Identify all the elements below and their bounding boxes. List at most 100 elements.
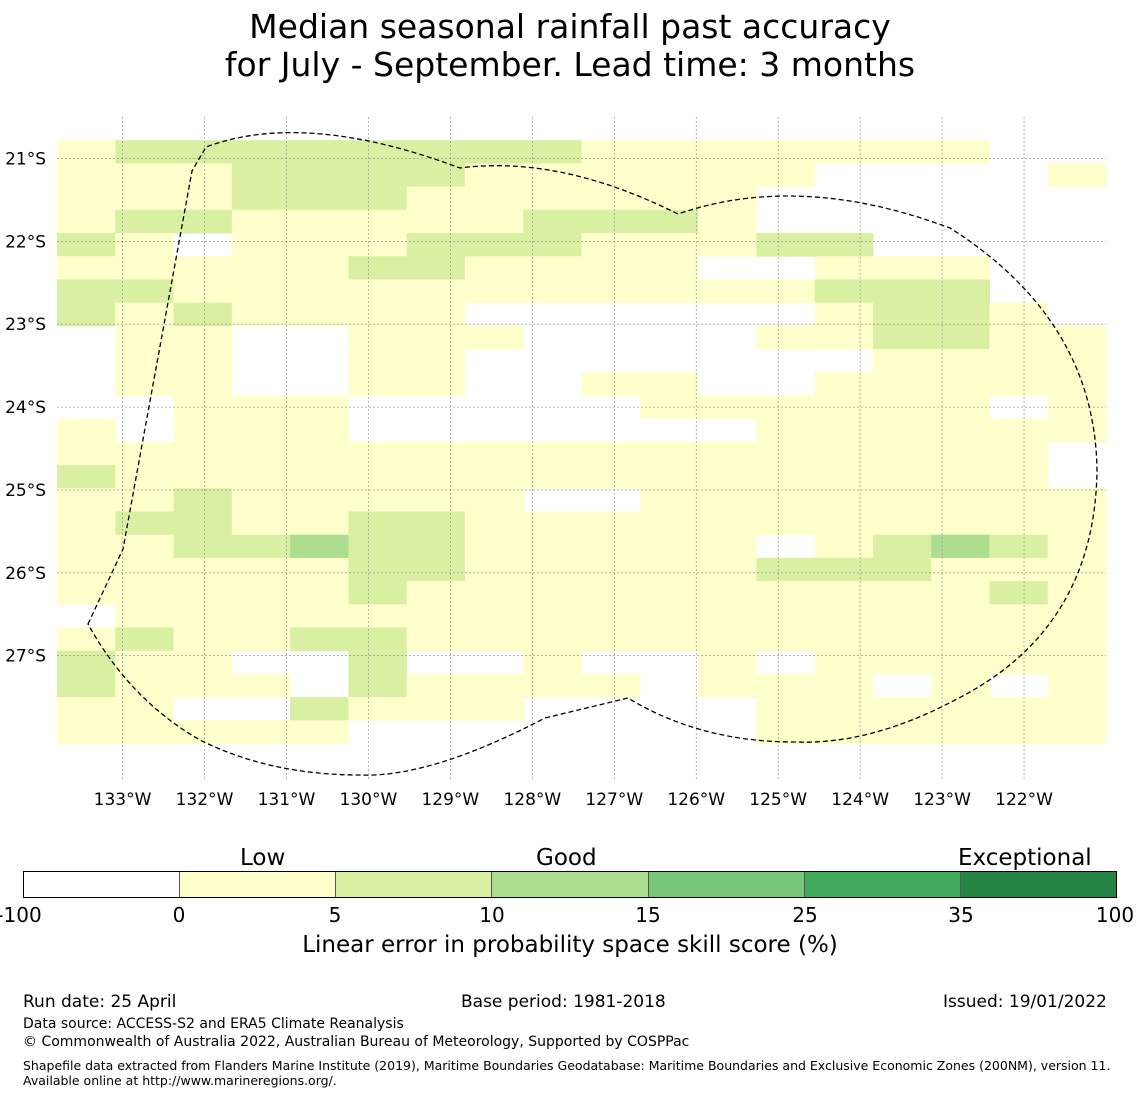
skill-cell: [115, 140, 175, 164]
skill-cell: [872, 720, 932, 745]
skill-cell: [57, 140, 116, 164]
skill-cell: [231, 233, 291, 257]
skill-cell: [639, 256, 699, 280]
skill-cell: [231, 581, 291, 605]
skill-cell: [931, 627, 990, 652]
skill-cell: [872, 140, 932, 164]
skill-cell: [290, 557, 349, 582]
skill-cell: [523, 604, 582, 628]
skill-cell: [115, 441, 175, 466]
skill-cell: [698, 441, 757, 466]
skill-cell: [931, 511, 990, 536]
skill-cell: [814, 488, 874, 512]
skill-cell: [173, 209, 233, 234]
skill-cell: [698, 395, 757, 420]
skill-cell: [581, 186, 641, 211]
skill-cell: [698, 163, 757, 188]
skill-cell: [698, 650, 757, 675]
longitude-tick-label: 126°W: [667, 790, 725, 810]
skill-cell: [756, 511, 816, 536]
colorbar-tick: 10: [479, 903, 505, 927]
latitude-tick-label: 25°S: [5, 481, 46, 501]
skill-cell: [290, 534, 349, 559]
colorbar-tick: 0: [172, 903, 186, 927]
colorbar-tick: 15: [635, 903, 661, 927]
colorbar-segment: [648, 872, 805, 897]
skill-cell: [581, 209, 641, 234]
skill-cell: [698, 581, 757, 605]
skill-cell: [872, 465, 932, 489]
skill-cell: [756, 279, 816, 304]
skill-cell: [173, 581, 233, 605]
skill-cell: [57, 720, 116, 745]
skill-map: 133°W 132°W 131°W 130°W 129°W 128°W 127°W 126°W…: [5, 117, 1107, 810]
skill-cell: [290, 233, 349, 257]
skill-cell: [406, 604, 466, 628]
skill-cell: [406, 465, 466, 489]
skill-cell: [348, 256, 408, 280]
skill-cell: [989, 557, 1049, 582]
skill-cell: [115, 372, 175, 396]
skill-cell: [523, 650, 582, 675]
skill-cell: [57, 256, 116, 280]
skill-cell: [756, 418, 816, 443]
skill-cell: [639, 372, 699, 396]
skill-cell: [523, 465, 582, 489]
skill-cell: [989, 441, 1049, 466]
skill-cell: [348, 581, 408, 605]
skill-cell: [639, 233, 699, 257]
skill-cell: [581, 465, 641, 489]
skill-cell: [348, 163, 408, 188]
skill-cell: [931, 673, 990, 698]
skill-cell: [406, 557, 466, 582]
skill-cell: [639, 209, 699, 234]
skill-cell: [231, 140, 291, 164]
colorbar-tick: -100: [0, 903, 42, 927]
skill-cell: [290, 279, 349, 304]
skill-cell: [57, 233, 116, 257]
skill-cell: [464, 604, 524, 628]
skill-cell: [872, 488, 932, 512]
skill-cell: [931, 557, 990, 582]
skill-cell: [290, 256, 349, 280]
colorbar-category-exceptional: Exceptional: [958, 845, 1092, 871]
skill-cell: [348, 488, 408, 512]
skill-cell: [989, 697, 1049, 721]
skill-cell: [57, 418, 116, 443]
skill-cell: [115, 511, 175, 536]
skill-cell: [523, 673, 582, 698]
skill-cell: [115, 534, 175, 559]
skill-cell: [231, 256, 291, 280]
skill-cell: [989, 604, 1049, 628]
skill-cell: [931, 441, 990, 466]
skill-cell: [931, 465, 990, 489]
skill-cell: [814, 720, 874, 745]
skill-cell: [872, 256, 932, 280]
skill-cell: [57, 697, 116, 721]
colorbar-segment: [492, 872, 649, 897]
skill-cell: [872, 325, 932, 350]
skill-cell: [814, 372, 874, 396]
skill-cell: [639, 511, 699, 536]
skill-cell: [1047, 163, 1107, 188]
skill-cell: [406, 372, 466, 396]
skill-cell: [406, 581, 466, 605]
skill-cell: [581, 163, 641, 188]
skill-cell: [348, 186, 408, 211]
colorbar-segment: [336, 872, 493, 897]
skill-cell: [814, 697, 874, 721]
longitude-tick-label: 123°W: [913, 790, 971, 810]
skill-cell: [173, 534, 233, 559]
skill-cell: [931, 604, 990, 628]
skill-cell: [814, 325, 874, 350]
skill-cell: [173, 441, 233, 466]
skill-cell: [290, 186, 349, 211]
skill-cell: [581, 256, 641, 280]
skill-cell: [57, 488, 116, 512]
skill-cell: [464, 186, 524, 211]
skill-cell: [872, 279, 932, 304]
skill-cell: [931, 279, 990, 304]
longitude-tick-label: 128°W: [503, 790, 561, 810]
skill-cell: [231, 720, 291, 745]
skill-cell: [173, 650, 233, 675]
